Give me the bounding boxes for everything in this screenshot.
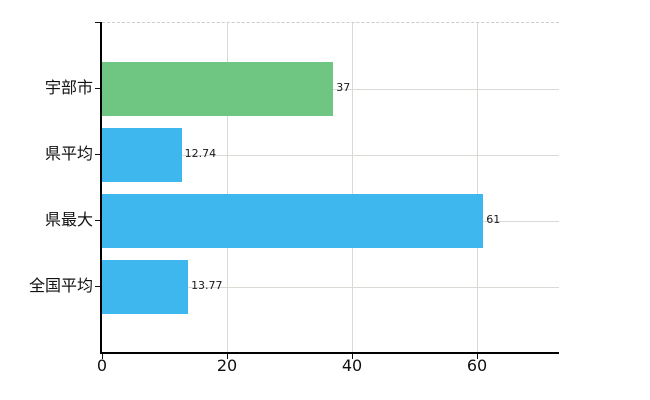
category-label: 宇部市	[44, 78, 93, 97]
x-axis-tick	[226, 354, 228, 359]
x-axis-tick	[351, 354, 353, 359]
x-tick-label: 20	[216, 356, 238, 375]
x-gridline	[226, 23, 228, 353]
bar-全国平均	[102, 260, 189, 314]
y-axis-tick	[95, 153, 100, 155]
plot-area	[102, 22, 559, 353]
bar-value-label: 61	[486, 213, 501, 226]
row-gridline	[102, 154, 559, 156]
y-axis-line	[100, 22, 102, 354]
x-axis-tick	[476, 354, 478, 359]
bar-県平均	[102, 128, 182, 182]
x-axis-line	[100, 352, 559, 354]
x-tick-label: 40	[341, 356, 363, 375]
bar-宇部市	[102, 62, 334, 116]
y-axis-tick	[95, 87, 100, 89]
x-gridline	[476, 23, 478, 353]
y-axis-end-tick	[95, 22, 100, 23]
bar-県最大	[102, 194, 484, 248]
x-axis-tick	[101, 354, 103, 359]
x-tick-label: 60	[466, 356, 488, 375]
y-axis-tick	[95, 285, 100, 287]
row-gridline	[102, 286, 559, 288]
bar-value-label: 37	[336, 81, 351, 94]
bar-value-label: 12.74	[184, 147, 217, 160]
x-tick-label: 0	[96, 356, 108, 375]
bar-value-label: 13.77	[191, 279, 223, 292]
x-gridline	[351, 23, 353, 353]
category-label: 県最大	[44, 210, 93, 229]
category-label: 県平均	[44, 144, 93, 163]
y-axis-tick	[95, 219, 100, 221]
category-label: 全国平均	[28, 276, 93, 295]
